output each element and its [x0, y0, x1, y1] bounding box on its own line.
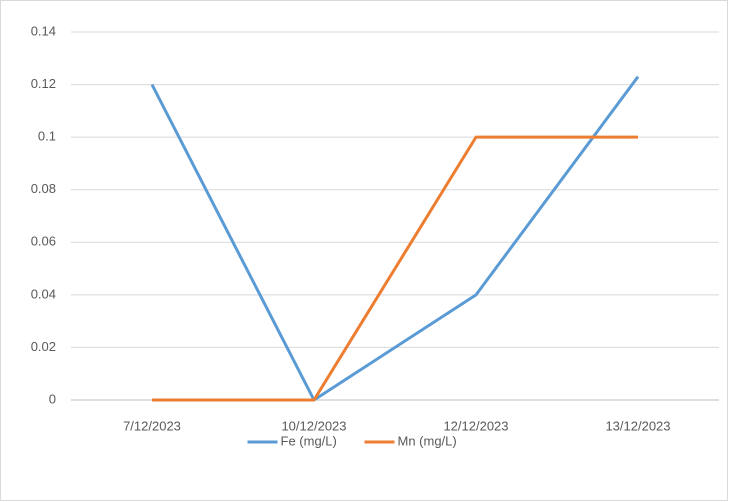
y-tick-label: 0.04 [31, 286, 56, 301]
legend-label: Mn (mg/L) [398, 433, 457, 448]
y-tick-label: 0.12 [31, 76, 56, 91]
y-tick-label: 0.08 [31, 181, 56, 196]
y-tick-label: 0.02 [31, 339, 56, 354]
series-line [150, 75, 640, 402]
y-tick-label: 0.06 [31, 234, 56, 249]
series-line [152, 135, 638, 402]
x-tick-label: 10/12/2023 [281, 418, 346, 433]
y-tick-label: 0 [49, 391, 56, 406]
y-tick-label: 0.1 [38, 129, 56, 144]
y-tick-label: 0.14 [31, 23, 56, 38]
x-tick-label: 12/12/2023 [443, 418, 508, 433]
x-tick-label: 13/12/2023 [605, 418, 670, 433]
x-tick-label: 7/12/2023 [123, 418, 181, 433]
legend-label: Fe (mg/L) [281, 433, 337, 448]
